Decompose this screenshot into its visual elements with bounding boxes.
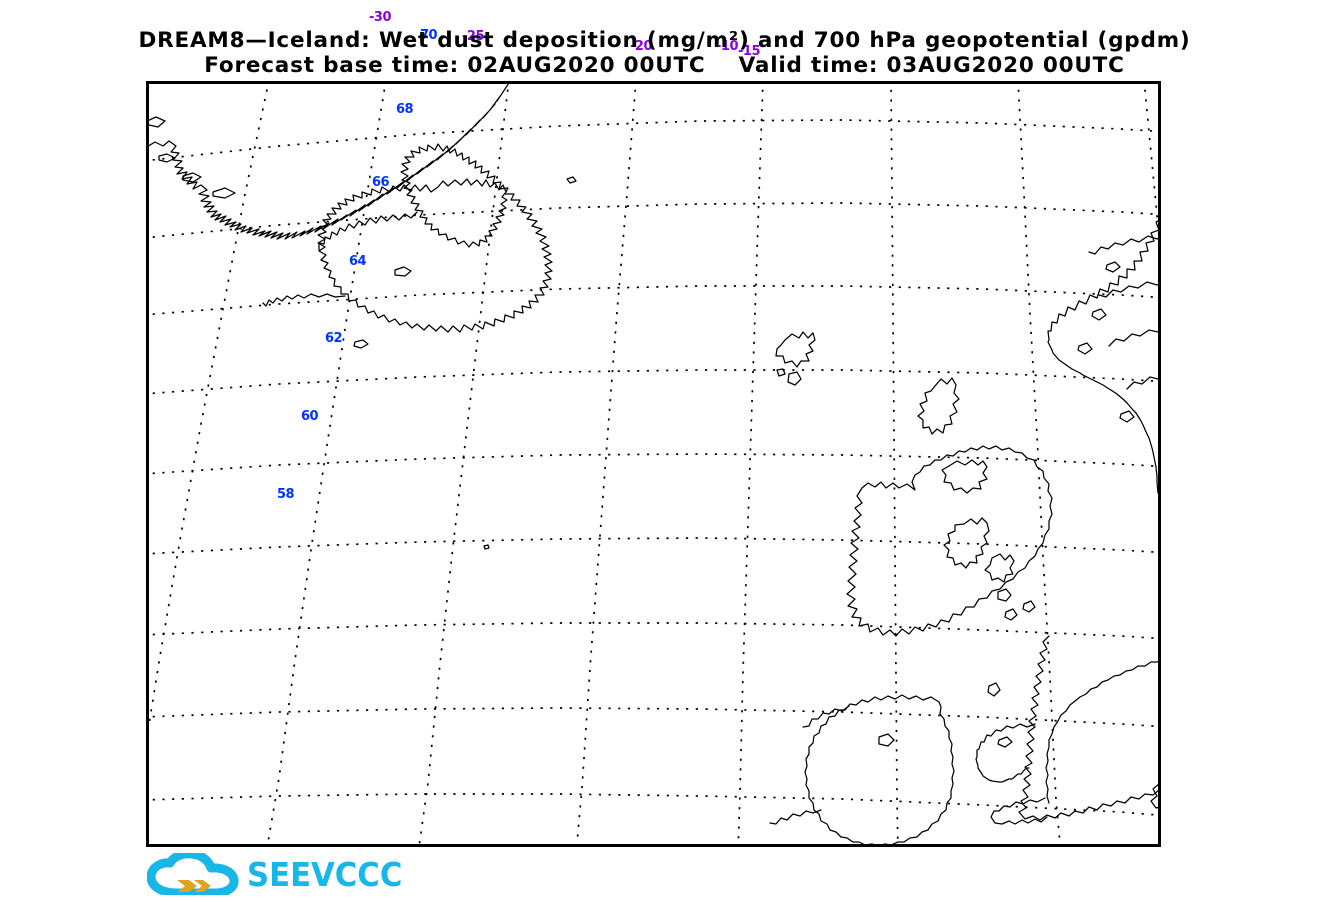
- seevccc-logo: SEEVCCC: [147, 852, 414, 896]
- coastline-mull: [997, 588, 1012, 602]
- coastline-greenland-detail: [158, 153, 176, 163]
- coastline-greenland: [149, 84, 510, 240]
- coastline-isle-of-man: [987, 682, 1001, 697]
- coastline-norway-islands-3: [1077, 342, 1093, 355]
- coastline-small-isle-2: [483, 544, 490, 550]
- coastline-england-wales: [1018, 635, 1158, 821]
- coastline-norway-islands-2: [1091, 308, 1107, 321]
- longitude-label-minus30: -30: [369, 10, 392, 25]
- coastline-orkney: [941, 459, 988, 494]
- coastline-wales: [975, 723, 1036, 783]
- coastline-greenland-detail-3: [212, 187, 236, 199]
- coastline-norway-fjord-2: [1098, 281, 1158, 298]
- latitude-label-64: 64: [349, 254, 367, 269]
- coastline-islay: [1004, 608, 1018, 621]
- figure-title-line-1: DREAM8—Iceland: Wet dust deposition (mg/…: [138, 28, 1191, 53]
- longitude-label-minus25: -25: [462, 29, 485, 44]
- coastline-scotland: [846, 445, 1053, 637]
- coastline-norway: [1047, 220, 1158, 494]
- coastline-cornwall: [990, 797, 1048, 825]
- latitude-label-70: 70: [420, 28, 438, 43]
- coastline-greenland-detail-2: [182, 172, 202, 183]
- coastline-iceland-nw-fjords: [318, 211, 418, 251]
- coastline-norway-islands: [1105, 261, 1121, 273]
- coastline-iceland: [317, 143, 553, 333]
- latitude-label-66: 66: [372, 175, 390, 190]
- longitude-label-minus15: -15: [738, 44, 761, 59]
- logo-text: SEEVCCC: [247, 854, 403, 894]
- coastline-norway-islands-4: [1119, 410, 1135, 423]
- latitude-label-62: 62: [325, 331, 343, 346]
- latitude-label-58: 58: [277, 487, 295, 502]
- map-canvas: [149, 84, 1158, 844]
- coastline-ireland-sw: [769, 809, 822, 825]
- coastline-norway-fjord-1: [1088, 235, 1158, 255]
- longitude-label-minus20: -20: [630, 39, 653, 54]
- coastline-faroe-isle-3: [776, 368, 786, 377]
- figure-title-block: DREAM8—Iceland: Wet dust deposition (mg/…: [0, 28, 1329, 78]
- latitude-label-60: 60: [301, 409, 319, 424]
- coastline-ireland: [804, 694, 955, 844]
- coastline-greenland-inlet: [149, 116, 166, 128]
- graticule-parallels: [149, 119, 1158, 816]
- longitude-label-minus10: -10: [716, 39, 739, 54]
- coastline-firth-of-clyde: [1022, 600, 1036, 613]
- coastline-iceland-lake: [394, 266, 412, 277]
- coastline-skye: [984, 553, 1015, 583]
- cloud-with-arrow-icon: [147, 853, 239, 895]
- latitude-label-68: 68: [396, 102, 414, 117]
- coastline-ireland-nw: [802, 705, 850, 728]
- coastline-norway-fjord-3: [1108, 329, 1158, 347]
- coastline-denmark-north: [1150, 784, 1158, 809]
- coastline-norway-fjord-4: [1126, 376, 1158, 390]
- coastline-small-isle-1: [566, 176, 577, 184]
- coastlines: [149, 84, 1158, 844]
- map-plot-frame: [146, 81, 1161, 847]
- coastline-faroe-islands: [775, 331, 816, 368]
- graticule-meridians: [149, 84, 1158, 844]
- coastline-iceland-sw-peninsula: [262, 293, 346, 307]
- coastline-faroe-south-isle: [787, 371, 802, 386]
- coastline-outer-hebrides: [943, 517, 990, 569]
- coastline-anglesey: [997, 736, 1013, 748]
- coastline-iceland-isle: [353, 339, 369, 349]
- coastline-shetland: [917, 377, 960, 435]
- figure-title-line-2: Forecast base time: 02AUG2020 00UTC Vali…: [204, 53, 1125, 78]
- coastline-ireland-lough: [878, 733, 895, 747]
